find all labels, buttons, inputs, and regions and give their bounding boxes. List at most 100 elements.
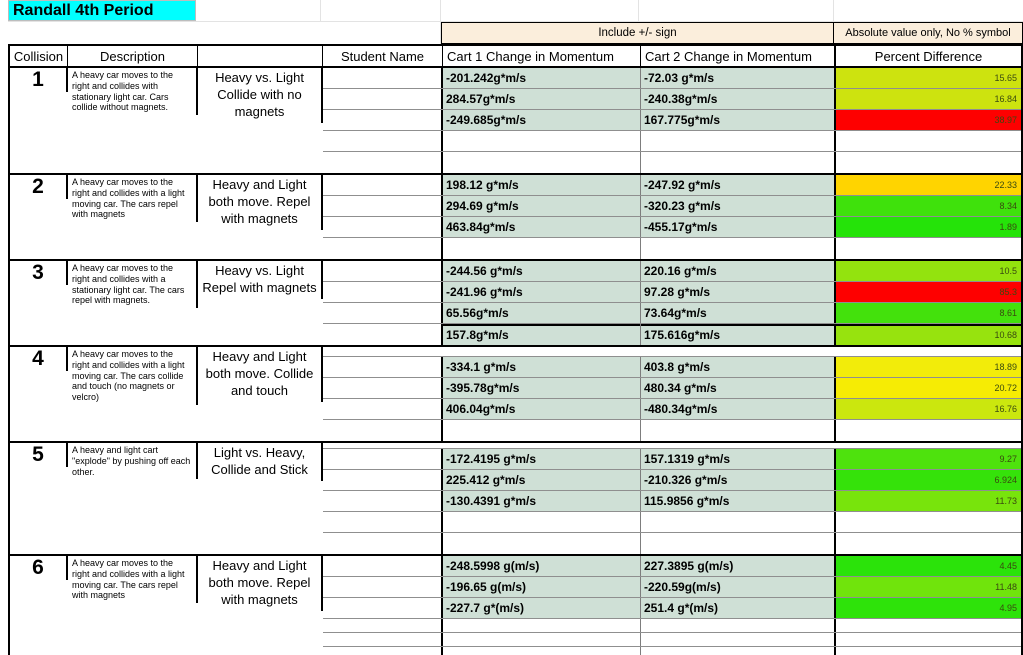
cart2-momentum-cell[interactable] bbox=[641, 633, 836, 646]
cart1-momentum-cell[interactable] bbox=[443, 238, 641, 259]
cart2-momentum-cell[interactable]: 97.28 g*m/s bbox=[641, 282, 836, 302]
cart2-momentum-cell[interactable]: 73.64g*m/s bbox=[641, 303, 836, 323]
percent-difference-cell[interactable]: 16.84 bbox=[836, 89, 1021, 109]
student-name-cell[interactable] bbox=[323, 89, 443, 109]
cart1-momentum-cell[interactable]: -395.78g*m/s bbox=[443, 378, 641, 398]
cart2-momentum-cell[interactable]: -320.23 g*m/s bbox=[641, 196, 836, 216]
cart1-momentum-cell[interactable]: -248.5998 g(m/s) bbox=[443, 556, 641, 576]
student-name-cell[interactable] bbox=[323, 282, 443, 302]
cart1-momentum-cell[interactable]: -172.4195 g*m/s bbox=[443, 449, 641, 469]
cart2-momentum-cell[interactable] bbox=[641, 512, 836, 532]
student-name-cell[interactable] bbox=[323, 470, 443, 490]
student-name-cell[interactable] bbox=[323, 261, 443, 281]
percent-difference-cell[interactable] bbox=[836, 619, 1021, 632]
student-name-cell[interactable] bbox=[323, 449, 443, 469]
cart2-momentum-cell[interactable]: -220.59g(m/s) bbox=[641, 577, 836, 597]
cart1-momentum-cell[interactable] bbox=[443, 420, 641, 441]
cart1-momentum-cell[interactable] bbox=[443, 619, 641, 632]
cart2-momentum-cell[interactable]: -455.17g*m/s bbox=[641, 217, 836, 237]
student-name-cell[interactable] bbox=[323, 533, 443, 554]
percent-difference-cell[interactable]: 6.924 bbox=[836, 470, 1021, 490]
student-name-cell[interactable] bbox=[323, 556, 443, 576]
cart1-momentum-cell[interactable] bbox=[443, 647, 641, 655]
cart2-momentum-cell[interactable]: 480.34 g*m/s bbox=[641, 378, 836, 398]
cart2-momentum-cell[interactable] bbox=[641, 131, 836, 151]
cart1-momentum-cell[interactable] bbox=[443, 512, 641, 532]
cart2-momentum-cell[interactable]: -72.03 g*m/s bbox=[641, 68, 836, 88]
cart1-momentum-cell[interactable]: 65.56g*m/s bbox=[443, 303, 641, 323]
cart2-momentum-cell[interactable]: 175.616g*m/s bbox=[641, 324, 836, 345]
student-name-cell[interactable] bbox=[323, 131, 443, 151]
cart2-momentum-cell[interactable] bbox=[641, 619, 836, 632]
student-name-cell[interactable] bbox=[323, 399, 443, 419]
cart1-momentum-cell[interactable]: 406.04g*m/s bbox=[443, 399, 641, 419]
student-name-cell[interactable] bbox=[323, 303, 443, 323]
percent-difference-cell[interactable]: 4.45 bbox=[836, 556, 1021, 576]
percent-difference-cell[interactable]: 85.3 bbox=[836, 282, 1021, 302]
cart2-momentum-cell[interactable] bbox=[641, 647, 836, 655]
cart2-momentum-cell[interactable]: -480.34g*m/s bbox=[641, 399, 836, 419]
cart2-momentum-cell[interactable]: -240.38g*m/s bbox=[641, 89, 836, 109]
cart2-momentum-cell[interactable]: -210.326 g*m/s bbox=[641, 470, 836, 490]
cart1-momentum-cell[interactable]: -241.96 g*m/s bbox=[443, 282, 641, 302]
student-name-cell[interactable] bbox=[323, 378, 443, 398]
student-name-cell[interactable] bbox=[323, 238, 443, 259]
cart1-momentum-cell[interactable]: 198.12 g*m/s bbox=[443, 175, 641, 195]
percent-difference-cell[interactable] bbox=[836, 238, 1021, 259]
student-name-cell[interactable] bbox=[323, 577, 443, 597]
cart1-momentum-cell[interactable]: 294.69 g*m/s bbox=[443, 196, 641, 216]
cart2-momentum-cell[interactable]: 167.775g*m/s bbox=[641, 110, 836, 130]
percent-difference-cell[interactable]: 20.72 bbox=[836, 378, 1021, 398]
student-name-cell[interactable] bbox=[323, 647, 443, 655]
student-name-cell[interactable] bbox=[323, 491, 443, 511]
student-name-cell[interactable] bbox=[323, 512, 443, 532]
cart1-momentum-cell[interactable] bbox=[443, 533, 641, 554]
cart1-momentum-cell[interactable] bbox=[443, 633, 641, 646]
percent-difference-cell[interactable]: 9.27 bbox=[836, 449, 1021, 469]
cart1-momentum-cell[interactable]: -334.1 g*m/s bbox=[443, 357, 641, 377]
percent-difference-cell[interactable] bbox=[836, 131, 1021, 151]
student-name-cell[interactable] bbox=[323, 68, 443, 88]
cart2-momentum-cell[interactable] bbox=[641, 420, 836, 441]
percent-difference-cell[interactable]: 16.76 bbox=[836, 399, 1021, 419]
student-name-cell[interactable] bbox=[323, 357, 443, 377]
student-name-cell[interactable] bbox=[323, 175, 443, 195]
student-name-cell[interactable] bbox=[323, 598, 443, 618]
cart1-momentum-cell[interactable]: 225.412 g*m/s bbox=[443, 470, 641, 490]
cart1-momentum-cell[interactable] bbox=[443, 131, 641, 151]
percent-difference-cell[interactable]: 8.34 bbox=[836, 196, 1021, 216]
cart1-momentum-cell[interactable] bbox=[443, 152, 641, 173]
student-name-cell[interactable] bbox=[323, 110, 443, 130]
percent-difference-cell[interactable]: 18.89 bbox=[836, 357, 1021, 377]
percent-difference-cell[interactable]: 11.73 bbox=[836, 491, 1021, 511]
percent-difference-cell[interactable]: 22.33 bbox=[836, 175, 1021, 195]
percent-difference-cell[interactable] bbox=[836, 152, 1021, 173]
percent-difference-cell[interactable]: 10.68 bbox=[836, 324, 1021, 345]
percent-difference-cell[interactable]: 11.48 bbox=[836, 577, 1021, 597]
cart2-momentum-cell[interactable] bbox=[641, 533, 836, 554]
cart2-momentum-cell[interactable]: 251.4 g*(m/s) bbox=[641, 598, 836, 618]
cart2-momentum-cell[interactable]: -247.92 g*m/s bbox=[641, 175, 836, 195]
cart2-momentum-cell[interactable] bbox=[641, 152, 836, 173]
student-name-cell[interactable] bbox=[323, 324, 443, 345]
student-name-cell[interactable] bbox=[323, 633, 443, 646]
percent-difference-cell[interactable] bbox=[836, 533, 1021, 554]
percent-difference-cell[interactable] bbox=[836, 420, 1021, 441]
cart1-momentum-cell[interactable]: -227.7 g*(m/s) bbox=[443, 598, 641, 618]
cart1-momentum-cell[interactable]: -249.685g*m/s bbox=[443, 110, 641, 130]
percent-difference-cell[interactable]: 15.65 bbox=[836, 68, 1021, 88]
student-name-cell[interactable] bbox=[323, 152, 443, 173]
cart1-momentum-cell[interactable]: -244.56 g*m/s bbox=[443, 261, 641, 281]
student-name-cell[interactable] bbox=[323, 196, 443, 216]
student-name-cell[interactable] bbox=[323, 217, 443, 237]
cart1-momentum-cell[interactable]: 157.8g*m/s bbox=[443, 324, 641, 345]
cart1-momentum-cell[interactable]: 463.84g*m/s bbox=[443, 217, 641, 237]
percent-difference-cell[interactable]: 38.97 bbox=[836, 110, 1021, 130]
cart1-momentum-cell[interactable]: -196.65 g(m/s) bbox=[443, 577, 641, 597]
percent-difference-cell[interactable] bbox=[836, 647, 1021, 655]
percent-difference-cell[interactable]: 1.89 bbox=[836, 217, 1021, 237]
cart1-momentum-cell[interactable]: 284.57g*m/s bbox=[443, 89, 641, 109]
cart1-momentum-cell[interactable]: -201.242g*m/s bbox=[443, 68, 641, 88]
percent-difference-cell[interactable] bbox=[836, 512, 1021, 532]
cart2-momentum-cell[interactable] bbox=[641, 238, 836, 259]
